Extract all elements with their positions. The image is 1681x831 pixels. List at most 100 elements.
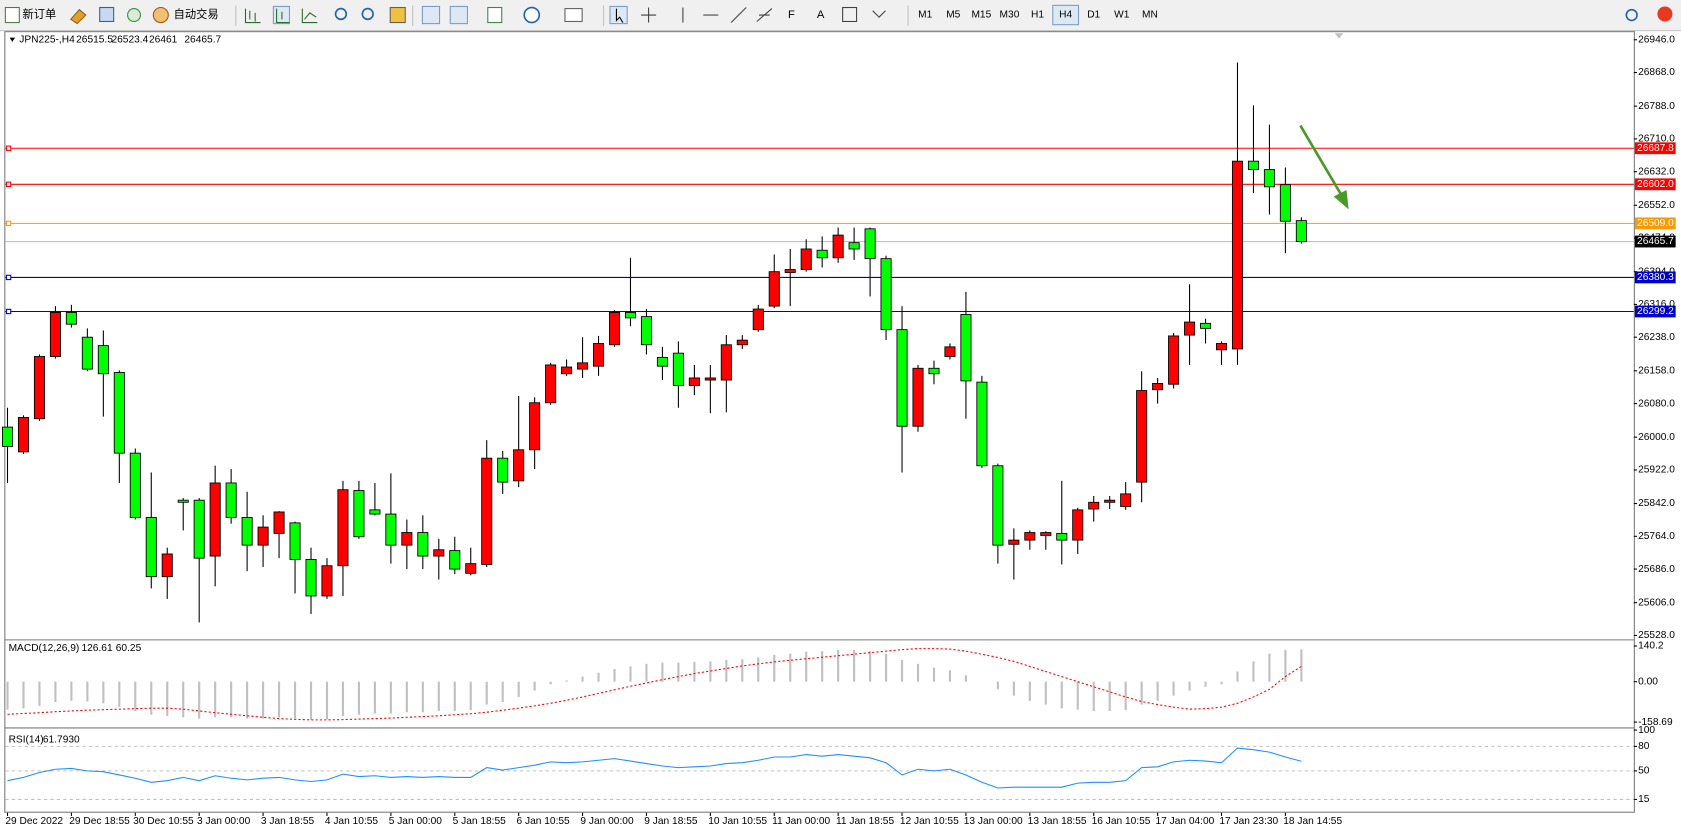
timeframe-button[interactable]: M30 [1000,10,1020,21]
timeframe-button[interactable]: W1 [1114,10,1130,21]
crosshair-button[interactable] [641,7,657,23]
text-tool-button[interactable]: A [817,9,825,21]
candle-body [353,490,365,538]
x-tick-label: 16 Jan 10:55 [1092,816,1151,827]
candle-body [1263,169,1275,188]
rsi-value: 61.7930 [43,734,80,745]
chart-shift-button[interactable] [421,5,441,25]
candle-body [545,364,557,404]
candle-body [1215,343,1228,351]
x-tick-label: 30 Dec 10:55 [133,816,194,827]
market-watch-icon[interactable] [69,8,87,25]
candle-body [145,516,157,578]
timeframe-button[interactable]: MN [1142,10,1158,21]
new-order-button[interactable]: 新订单 [23,7,57,21]
candle-body [33,356,45,420]
annotation-arrowhead [1333,190,1349,210]
level-handle [5,274,12,281]
rsi-y-tick-label: 100 [1638,725,1655,736]
level-label-bg [1634,178,1676,191]
line-chart-button[interactable] [301,8,318,24]
data-window-icon[interactable] [99,6,115,23]
tile-windows-button[interactable] [389,6,406,24]
candle-body [704,377,716,381]
timeframe-bar: M1 M5 M15 M30 H1 H4 D1 W1 MN [918,4,1158,26]
macd-signal-value: 60.25 [116,643,142,654]
fibo-button[interactable]: F [788,9,795,21]
symbol: JPN225-,H4 [19,34,75,45]
ohlc-low: 26461 [149,34,178,45]
macd-signal [7,648,1302,721]
x-tick-label: 17 Jan 04:00 [1155,816,1214,827]
candle-body [1024,532,1036,541]
level-handle [5,308,12,315]
level-label: 26380.3 [1637,272,1674,283]
zoom-in-button[interactable] [334,7,348,21]
level-handle [5,181,12,187]
candle-body [848,242,860,250]
y-tick-label: 25842.0 [1638,498,1675,509]
candle-body [720,344,732,381]
candle-body [337,489,349,567]
macd-y-tick-label: -158.69 [1638,717,1673,728]
y-tick-label: 26788.0 [1638,101,1675,112]
periods-button[interactable] [523,6,541,24]
candle-body [992,465,1004,546]
candle-body [577,362,589,370]
candle-body [481,457,493,565]
annotation-arrow [1299,124,1344,198]
level-label-bg [1634,142,1676,155]
timeframe-button[interactable]: D1 [1087,10,1100,21]
candle-body [832,234,844,259]
navigator-icon[interactable] [127,8,141,23]
level-label-bg [1634,305,1676,318]
search-button[interactable] [1625,8,1638,22]
new-order-icon[interactable] [4,6,20,24]
candle-body [1247,160,1259,171]
candle-body [1152,382,1164,391]
candle-body [976,381,988,467]
timeframe-button[interactable]: H1 [1031,10,1044,21]
candle-body [656,356,668,367]
macd-y-tick-label: 140.2 [1638,641,1664,652]
ohlc-close: 26465.7 [184,34,221,45]
candle-body [241,516,253,546]
text-label-button[interactable] [842,6,858,23]
auto-trading-icon[interactable] [152,6,169,24]
y-tick-label: 26080.0 [1638,398,1675,409]
x-tick-label: 12 Jan 10:55 [900,816,959,827]
timeframe-button[interactable]: M15 [971,10,991,21]
timeframe-button[interactable]: M5 [946,10,960,21]
candle-body [193,499,205,559]
arrows-button[interactable] [872,10,886,18]
candle-body [17,417,29,453]
notifications-badge[interactable] [1657,6,1673,22]
candle-body [465,563,477,574]
candle-body [784,269,796,273]
candle-body [944,346,956,357]
x-tick-label: 29 Dec 2022 [5,816,63,827]
x-tick-label: 5 Jan 18:55 [453,816,507,827]
candle-body [1,426,14,447]
candle-body [912,367,924,427]
cursor-button[interactable] [609,5,628,25]
zoom-out-button[interactable] [361,7,374,21]
candle-body [1136,390,1148,483]
candle-body [113,372,125,454]
candle-body [49,311,61,357]
trendline-button[interactable] [730,7,747,23]
x-tick-label: 11 Jan 18:55 [836,816,894,827]
candle-body [672,352,684,386]
templates-button[interactable] [564,8,583,23]
candle-body [1279,184,1291,222]
indicators-button[interactable] [487,6,503,24]
bar-chart-button[interactable] [244,8,261,24]
timeframe-button[interactable]: H4 [1059,10,1072,21]
channel-button[interactable] [756,8,773,22]
y-tick-label: 25764.0 [1638,531,1675,542]
auto-trading-button[interactable]: 自动交易 [174,7,219,21]
timeframe-button[interactable]: M1 [918,10,932,21]
autoscroll-button[interactable] [449,5,468,25]
candle-body [752,308,764,331]
